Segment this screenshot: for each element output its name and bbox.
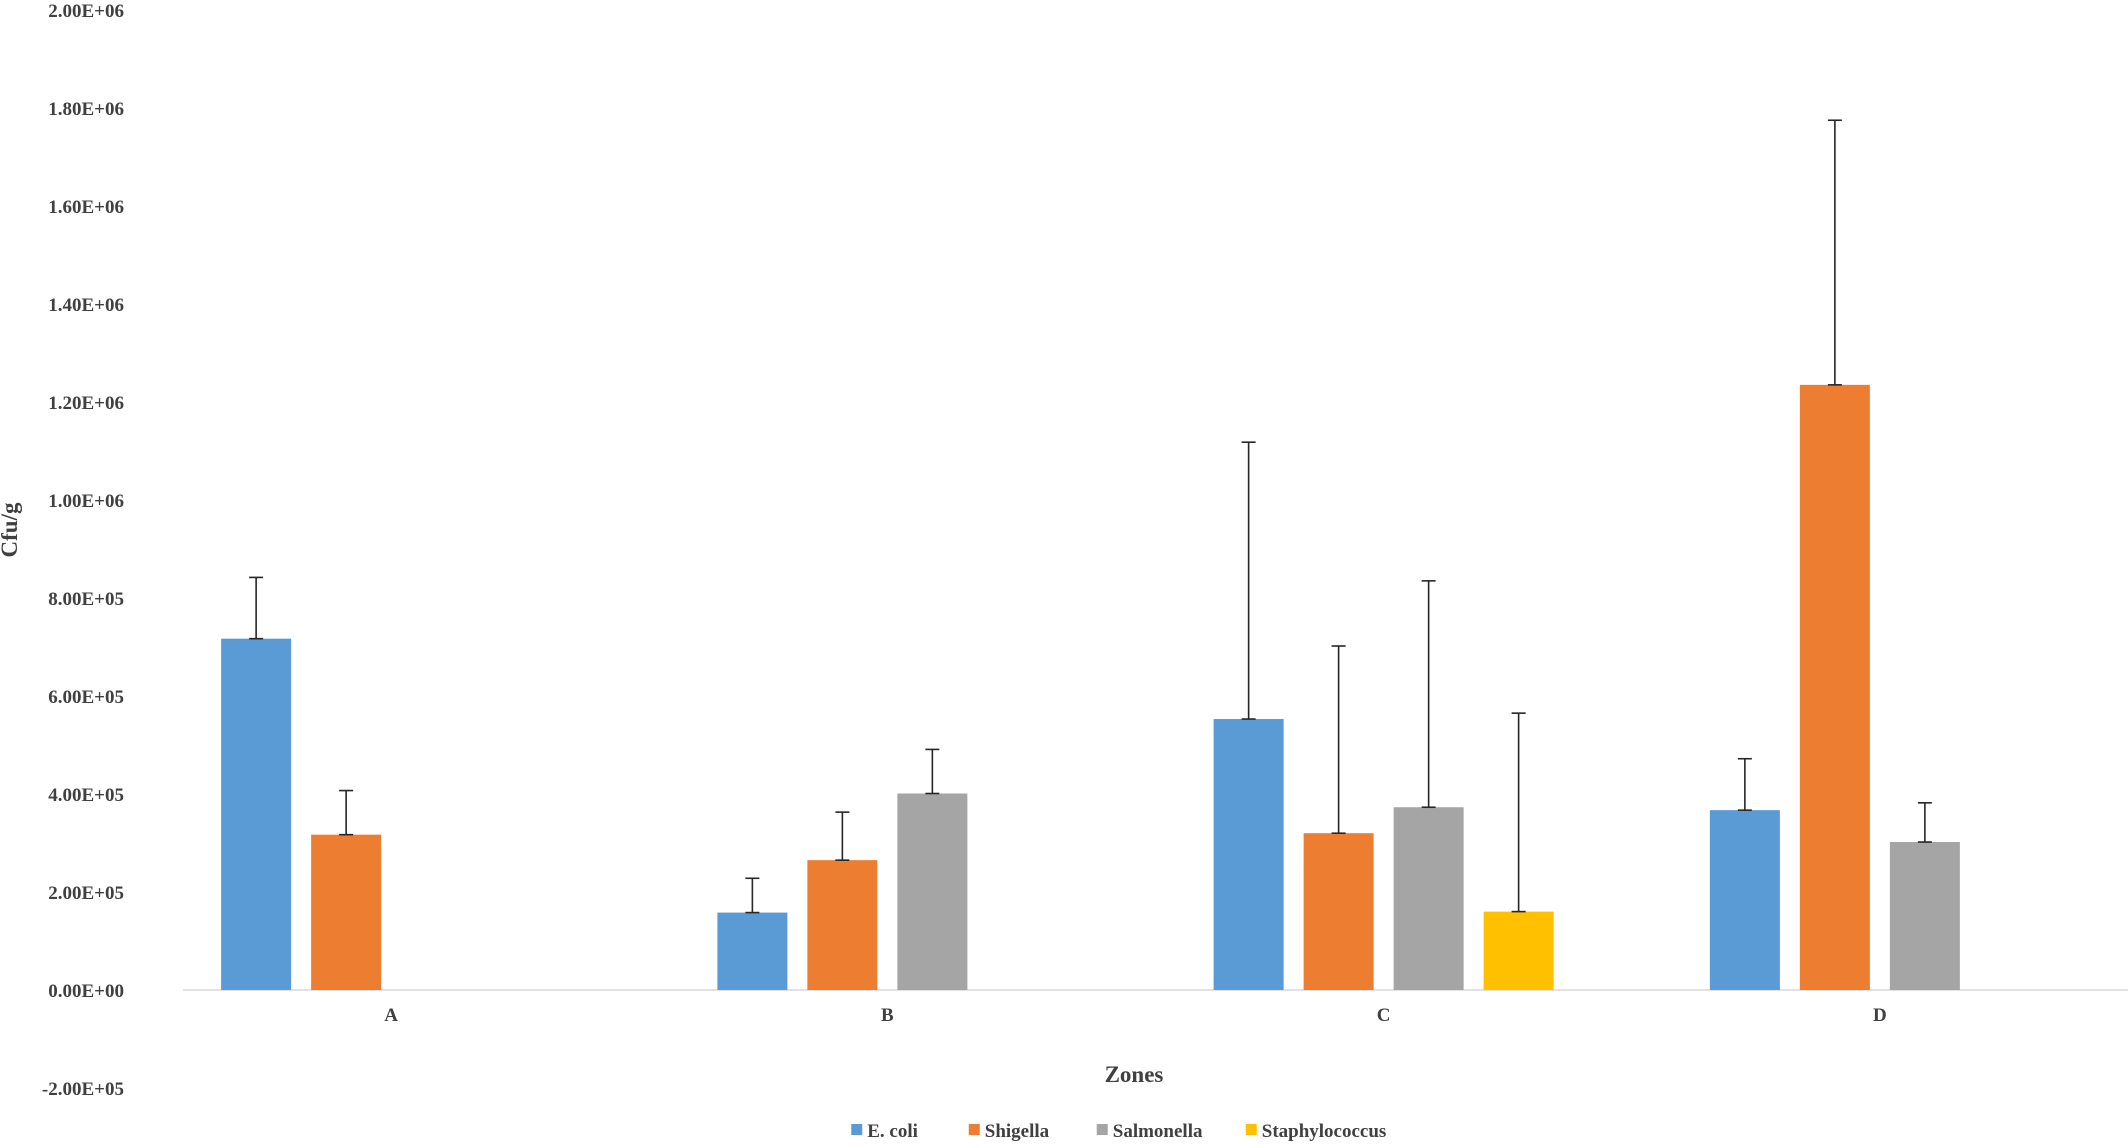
- error-bar: [1737, 757, 1752, 811]
- bar-e-coli-a: [221, 638, 292, 990]
- legend-swatch: [1096, 1124, 1108, 1135]
- legend-swatch: [1245, 1124, 1257, 1135]
- y-tick-label: 1.60E+06: [48, 197, 124, 218]
- x-axis-tick-labels: A B C D: [384, 1005, 1886, 1026]
- bar-e-coli-c: [1213, 719, 1284, 990]
- error-bar: [249, 576, 264, 640]
- legend-item: Salmonella: [1096, 1121, 1203, 1142]
- y-tick-label: 2.00E+05: [48, 883, 124, 904]
- error-bar: [1421, 580, 1436, 809]
- legend-swatch: [968, 1124, 980, 1135]
- bar-salmonella-b: [897, 793, 968, 990]
- error-bar: [1827, 119, 1842, 386]
- y-tick-label: 1.20E+06: [48, 393, 124, 414]
- y-tick-label: 4.00E+05: [48, 785, 124, 806]
- legend-label: Shigella: [985, 1121, 1050, 1142]
- bar-salmonella-d: [1889, 842, 1960, 990]
- error-bars: [249, 119, 1932, 914]
- x-tick-label: B: [881, 1005, 894, 1026]
- legend-item: E. coli: [851, 1121, 918, 1142]
- x-tick-label: A: [384, 1005, 398, 1026]
- error-bar: [925, 748, 940, 795]
- x-tick-label: D: [1873, 1005, 1887, 1026]
- legend-item: Shigella: [968, 1121, 1050, 1142]
- bar-salmonella-c: [1393, 807, 1464, 990]
- y-tick-label: 6.00E+05: [48, 687, 124, 708]
- error-bar: [1511, 712, 1526, 913]
- y-tick-label: 1.40E+06: [48, 295, 124, 316]
- y-tick-label: -2.00E+05: [42, 1079, 124, 1100]
- bar-shigella-d: [1799, 384, 1870, 991]
- error-bar: [1241, 441, 1256, 720]
- y-tick-label: 0.00E+00: [48, 981, 124, 1002]
- legend-label: Staphylococcus: [1262, 1121, 1387, 1142]
- y-tick-label: 2.00E+06: [48, 1, 124, 22]
- bar-e-coli-d: [1709, 810, 1780, 990]
- error-bar: [1917, 802, 1932, 843]
- bar-staphylococcus-c: [1483, 911, 1554, 990]
- legend-label: E. coli: [867, 1121, 918, 1142]
- error-bar: [745, 877, 760, 914]
- bar-shigella-b: [807, 860, 878, 990]
- error-bar: [339, 789, 354, 836]
- bars: [221, 384, 1960, 991]
- bar-e-coli-b: [717, 912, 788, 990]
- error-bar: [835, 811, 850, 861]
- error-bar: [1331, 645, 1346, 835]
- y-axis-title: Cfu/g: [0, 502, 22, 557]
- legend: E. coli Shigella Salmonella Staphylococcus: [851, 1121, 1386, 1142]
- y-tick-label: 1.80E+06: [48, 99, 124, 120]
- legend-item: Staphylococcus: [1245, 1121, 1387, 1142]
- x-axis-title: Zones: [1105, 1062, 1164, 1087]
- bar-shigella-a: [311, 834, 382, 990]
- x-tick-label: C: [1377, 1005, 1391, 1026]
- y-tick-label: 1.00E+06: [48, 491, 124, 512]
- y-tick-label: 8.00E+05: [48, 589, 124, 610]
- legend-swatch: [851, 1124, 863, 1135]
- y-axis-tick-labels: -2.00E+05 0.00E+00 2.00E+05 4.00E+05 6.00E+0…: [42, 1, 124, 1100]
- bar-shigella-c: [1303, 833, 1374, 990]
- legend-label: Salmonella: [1113, 1121, 1203, 1142]
